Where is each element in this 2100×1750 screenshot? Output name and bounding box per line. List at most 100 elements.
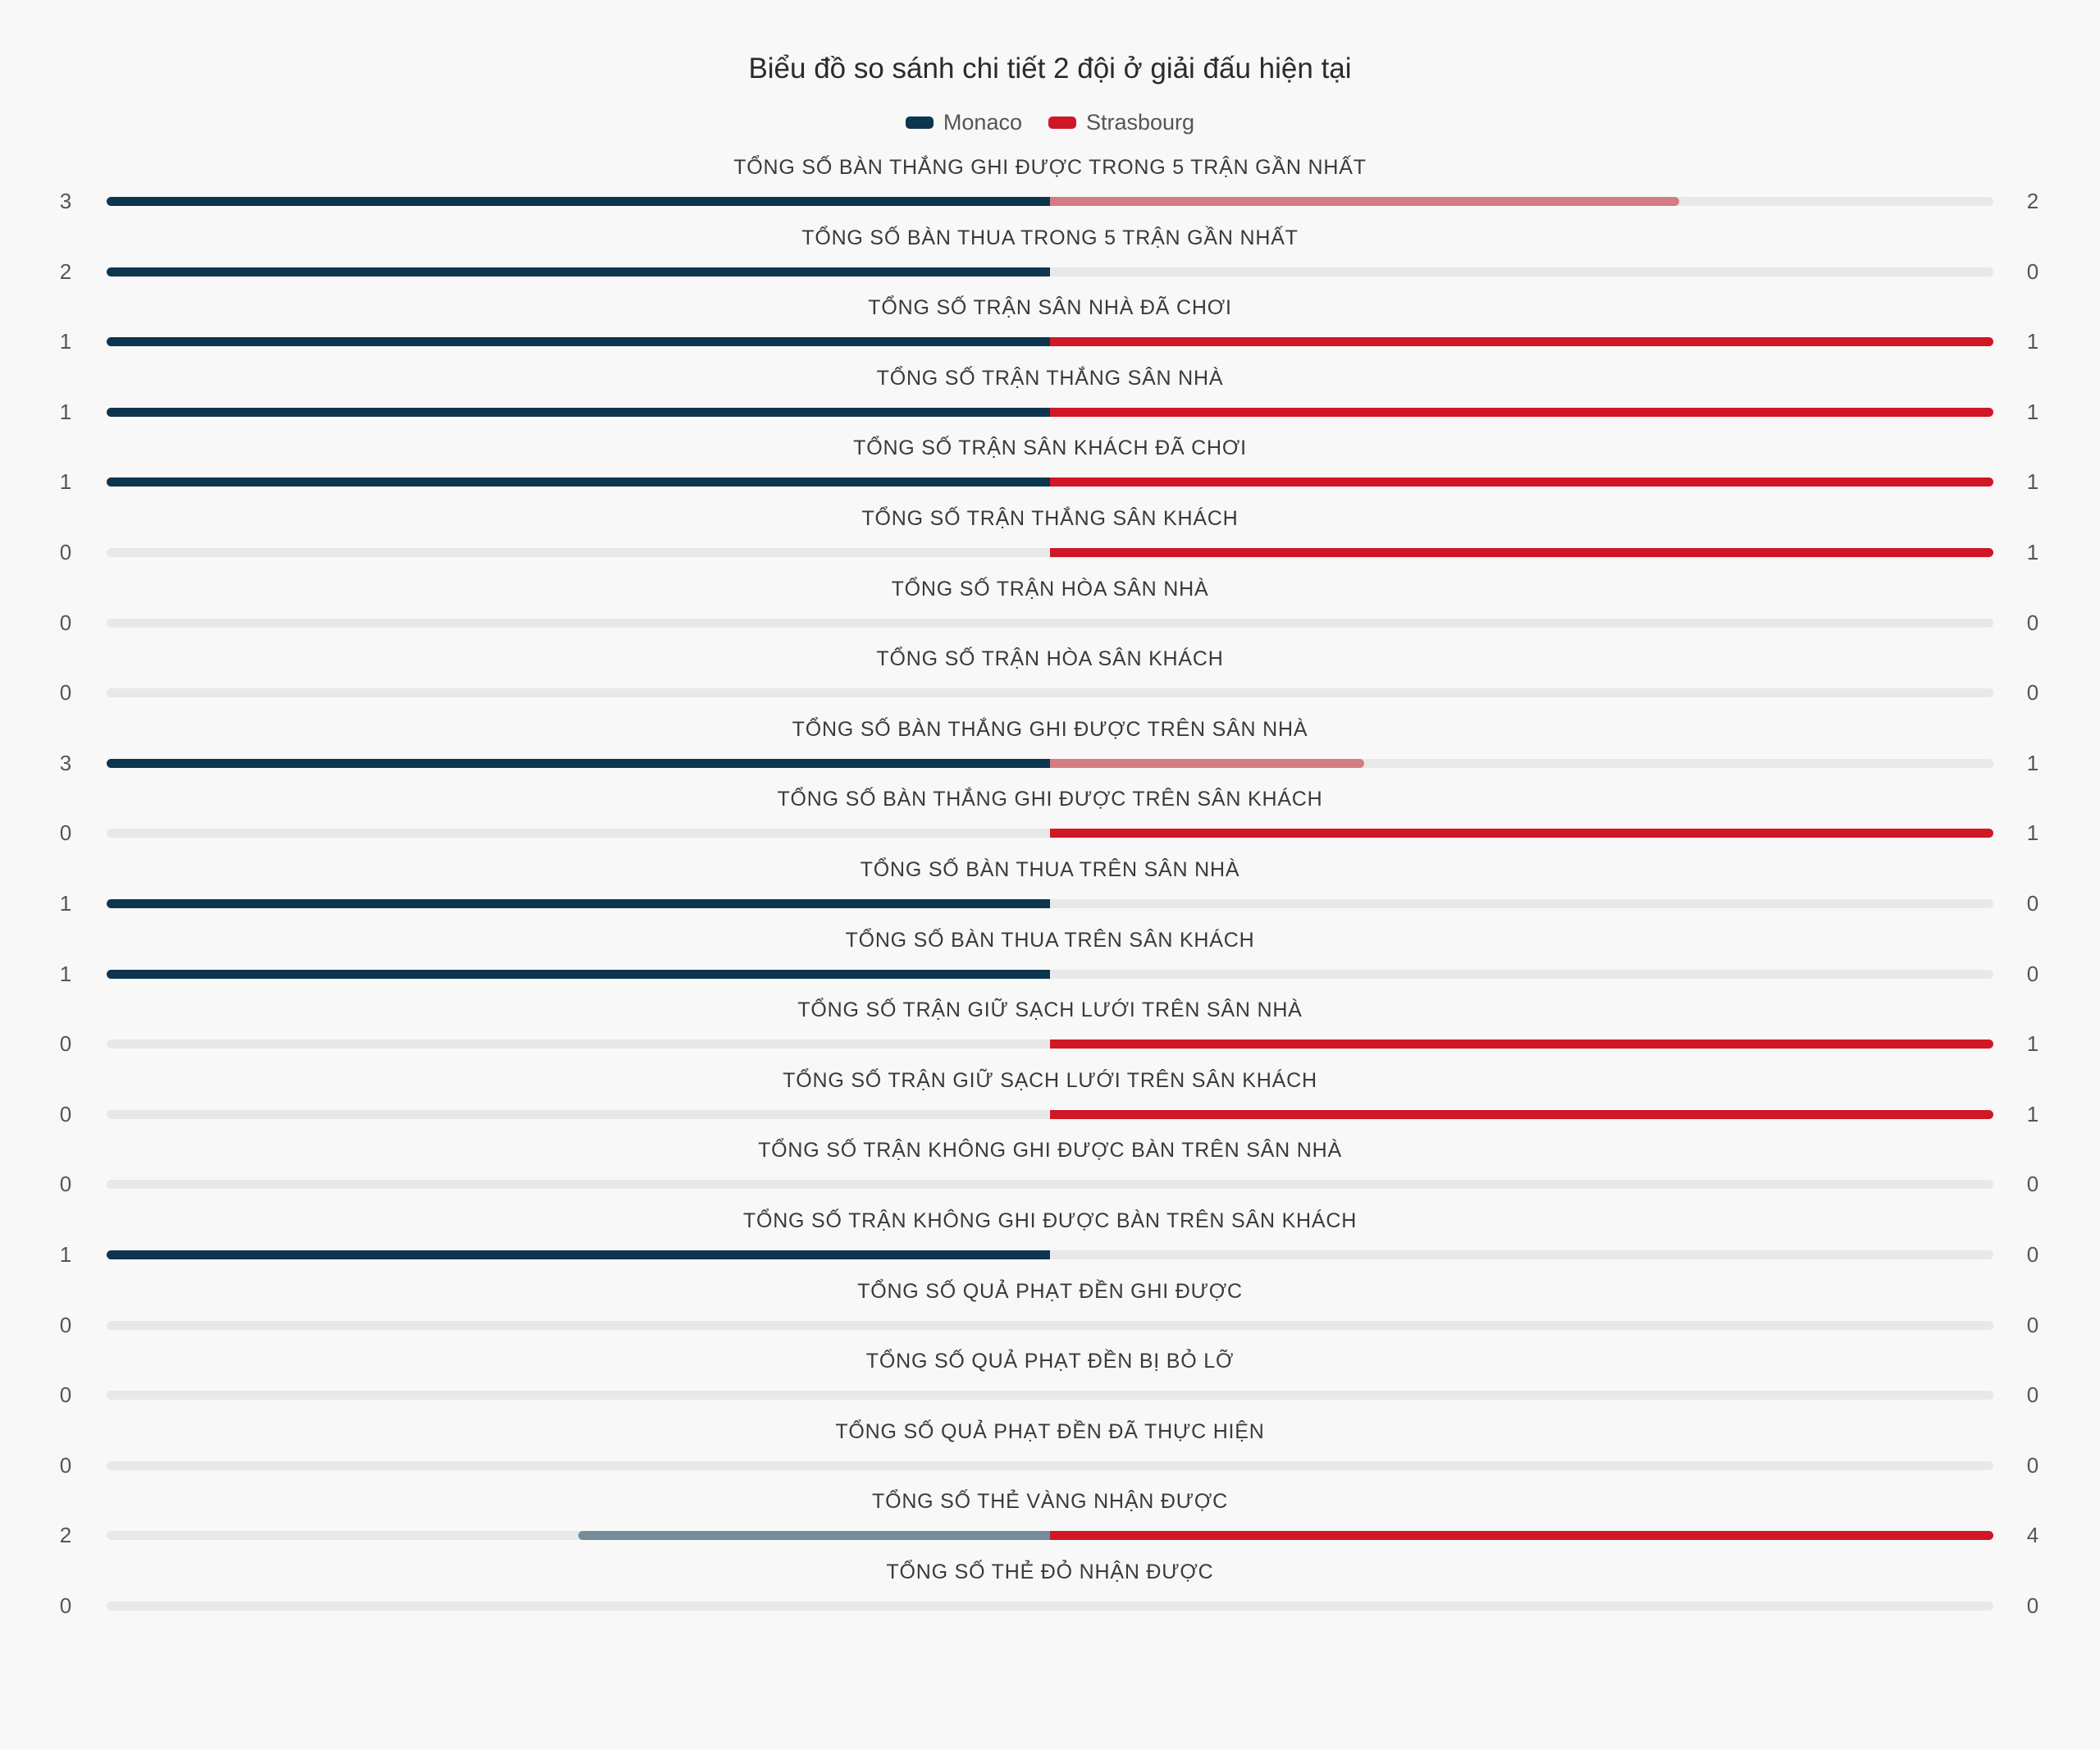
bar-strasbourg: [1050, 337, 1993, 347]
comparison-row: TỔNG SỐ BÀN THUA TRÊN SÂN KHÁCH 1 0: [0, 929, 2100, 999]
comparison-row: TỔNG SỐ TRẬN THẮNG SÂN KHÁCH 0 1: [0, 507, 2100, 578]
value-monaco: 0: [59, 1382, 72, 1408]
value-strasbourg: 0: [2026, 610, 2039, 635]
value-strasbourg: 1: [2026, 1031, 2039, 1057]
value-strasbourg: 0: [2026, 1172, 2039, 1197]
bar-strasbourg: [1050, 829, 1993, 838]
row-label: TỔNG SỐ BÀN THẮNG GHI ĐƯỢC TRONG 5 TRẬN …: [733, 156, 1367, 179]
value-strasbourg: 0: [2026, 891, 2039, 916]
value-monaco: 1: [59, 961, 72, 986]
bar-track: [107, 197, 1993, 206]
bar-track: [107, 1391, 1993, 1400]
comparison-row: TỔNG SỐ TRẬN SÂN KHÁCH ĐÃ CHƠI 1 1: [0, 436, 2100, 507]
bar-track: [107, 758, 1993, 768]
value-monaco: 3: [59, 189, 72, 213]
legend-swatch-monaco: [905, 117, 934, 129]
chart-title: Biểu đồ so sánh chi tiết 2 đội ở giải đấ…: [748, 53, 1352, 85]
bar-strasbourg: [1050, 197, 1679, 206]
value-monaco: 0: [59, 1312, 72, 1337]
bar-track: [107, 1109, 1993, 1119]
bar-monaco: [107, 337, 1050, 347]
row-label: TỔNG SỐ BÀN THUA TRONG 5 TRẬN GẦN NHẤT: [801, 226, 1299, 249]
bar-monaco: [107, 197, 1050, 206]
value-monaco: 1: [59, 329, 72, 354]
row-label: TỔNG SỐ BÀN THUA TRÊN SÂN NHÀ: [860, 858, 1240, 881]
value-strasbourg: 0: [2026, 680, 2039, 706]
bar-monaco: [107, 477, 1050, 487]
bar-track: [107, 337, 1993, 347]
value-strasbourg: 0: [2026, 1312, 2039, 1337]
comparison-row: TỔNG SỐ BÀN THUA TRÊN SÂN NHÀ 1 0: [0, 858, 2100, 929]
bar-monaco: [107, 758, 1050, 768]
bar-monaco: [107, 899, 1050, 908]
comparison-row: TỔNG SỐ THẺ VÀNG NHẬN ĐƯỢC 2 4: [0, 1490, 2100, 1560]
legend-label-strasbourg: Strasbourg: [1085, 110, 1195, 135]
comparison-row: TỔNG SỐ BÀN THUA TRONG 5 TRẬN GẦN NHẤT 2 0: [0, 226, 2100, 297]
comparison-row: TỔNG SỐ BÀN THẮNG GHI ĐƯỢC TRONG 5 TRẬN …: [0, 156, 2100, 226]
comparison-row: TỔNG SỐ TRẬN SÂN NHÀ ĐÃ CHƠI 1 1: [0, 296, 2100, 367]
value-monaco: 1: [59, 891, 72, 916]
value-monaco: 0: [59, 1101, 72, 1126]
value-strasbourg: 2: [2026, 189, 2039, 213]
bar-track: [107, 1250, 1993, 1259]
row-label: TỔNG SỐ BÀN THUA TRÊN SÂN KHÁCH: [845, 928, 1255, 952]
bar-strasbourg: [1050, 758, 1365, 768]
row-label: TỔNG SỐ TRẬN GIỮ SẠCH LƯỚI TRÊN SÂN KHÁC…: [783, 1068, 1317, 1092]
bar-monaco: [107, 267, 1050, 276]
row-label: TỔNG SỐ QUẢ PHẠT ĐỀN GHI ĐƯỢC: [857, 1279, 1243, 1303]
row-label: TỔNG SỐ BÀN THẮNG GHI ĐƯỢC TRÊN SÂN KHÁC…: [777, 788, 1323, 811]
row-label: TỔNG SỐ TRẬN THẮNG SÂN NHÀ: [876, 366, 1224, 390]
bar-strasbourg: [1050, 1039, 1993, 1049]
value-monaco: 0: [59, 540, 72, 564]
bar-track: [107, 618, 1993, 628]
comparison-row: TỔNG SỐ QUẢ PHẠT ĐỀN BỊ BỎ LỠ 0 0: [0, 1350, 2100, 1420]
value-strasbourg: 0: [2026, 1382, 2039, 1408]
value-monaco: 0: [59, 1031, 72, 1057]
bar-track: [107, 1039, 1993, 1049]
bar-track: [107, 1531, 1993, 1541]
row-label: TỔNG SỐ TRẬN HÒA SÂN KHÁCH: [876, 647, 1224, 671]
row-label: TỔNG SỐ BÀN THẮNG GHI ĐƯỢC TRÊN SÂN NHÀ: [792, 717, 1308, 741]
value-monaco: 0: [59, 1452, 72, 1478]
row-label: TỔNG SỐ TRẬN SÂN NHÀ ĐÃ CHƠI: [868, 296, 1232, 320]
bar-monaco: [107, 1250, 1050, 1259]
value-monaco: 1: [59, 399, 72, 424]
comparison-row: TỔNG SỐ TRẬN GIỮ SẠCH LƯỚI TRÊN SÂN KHÁC…: [0, 1069, 2100, 1140]
value-monaco: 3: [59, 750, 72, 775]
value-strasbourg: 0: [2026, 1452, 2039, 1478]
bar-monaco: [107, 407, 1050, 417]
value-strasbourg: 1: [2026, 750, 2039, 775]
row-label: TỔNG SỐ TRẬN THẮNG SÂN KHÁCH: [861, 507, 1239, 530]
value-monaco: 0: [59, 1593, 72, 1618]
comparison-row: TỔNG SỐ TRẬN HÒA SÂN KHÁCH 0 0: [0, 647, 2100, 718]
value-strasbourg: 4: [2026, 1523, 2039, 1548]
bar-track: [107, 1180, 1993, 1190]
legend-label-monaco: Monaco: [943, 110, 1022, 135]
bar-monaco: [578, 1531, 1050, 1541]
bar-strasbourg: [1050, 1531, 1993, 1541]
bar-strasbourg: [1050, 548, 1993, 557]
bar-strasbourg: [1050, 407, 1993, 417]
bar-track: [107, 1460, 1993, 1470]
value-monaco: 2: [59, 258, 72, 284]
comparison-row: TỔNG SỐ BÀN THẮNG GHI ĐƯỢC TRÊN SÂN KHÁC…: [0, 788, 2100, 858]
value-monaco: 2: [59, 1523, 72, 1548]
bar-track: [107, 899, 1993, 908]
comparison-row: TỔNG SỐ TRẬN THẮNG SÂN NHÀ 1 1: [0, 367, 2100, 437]
value-monaco: 1: [59, 1242, 72, 1267]
value-strasbourg: 1: [2026, 329, 2039, 354]
legend-item-strasbourg[interactable]: Strasbourg: [1048, 110, 1194, 135]
row-label: TỔNG SỐ QUẢ PHẠT ĐỀN ĐÃ THỰC HIỆN: [835, 1419, 1265, 1443]
row-label: TỔNG SỐ THẺ VÀNG NHẬN ĐƯỢC: [872, 1490, 1228, 1514]
comparison-row: TỔNG SỐ TRẬN KHÔNG GHI ĐƯỢC BÀN TRÊN SÂN…: [0, 1209, 2100, 1280]
comparison-row: TỔNG SỐ BÀN THẮNG GHI ĐƯỢC TRÊN SÂN NHÀ 3…: [0, 718, 2100, 788]
value-monaco: 0: [59, 610, 72, 635]
comparison-row: TỔNG SỐ TRẬN KHÔNG GHI ĐƯỢC BÀN TRÊN SÂN…: [0, 1139, 2100, 1209]
bar-track: [107, 969, 1993, 979]
value-strasbourg: 0: [2026, 1593, 2039, 1618]
row-label: TỔNG SỐ TRẬN HÒA SÂN NHÀ: [891, 577, 1209, 601]
row-label: TỔNG SỐ TRẬN GIỮ SẠCH LƯỚI TRÊN SÂN NHÀ: [797, 998, 1303, 1022]
legend-item-monaco[interactable]: Monaco: [905, 110, 1022, 135]
row-label: TỔNG SỐ TRẬN KHÔNG GHI ĐƯỢC BÀN TRÊN SÂN…: [758, 1139, 1342, 1163]
